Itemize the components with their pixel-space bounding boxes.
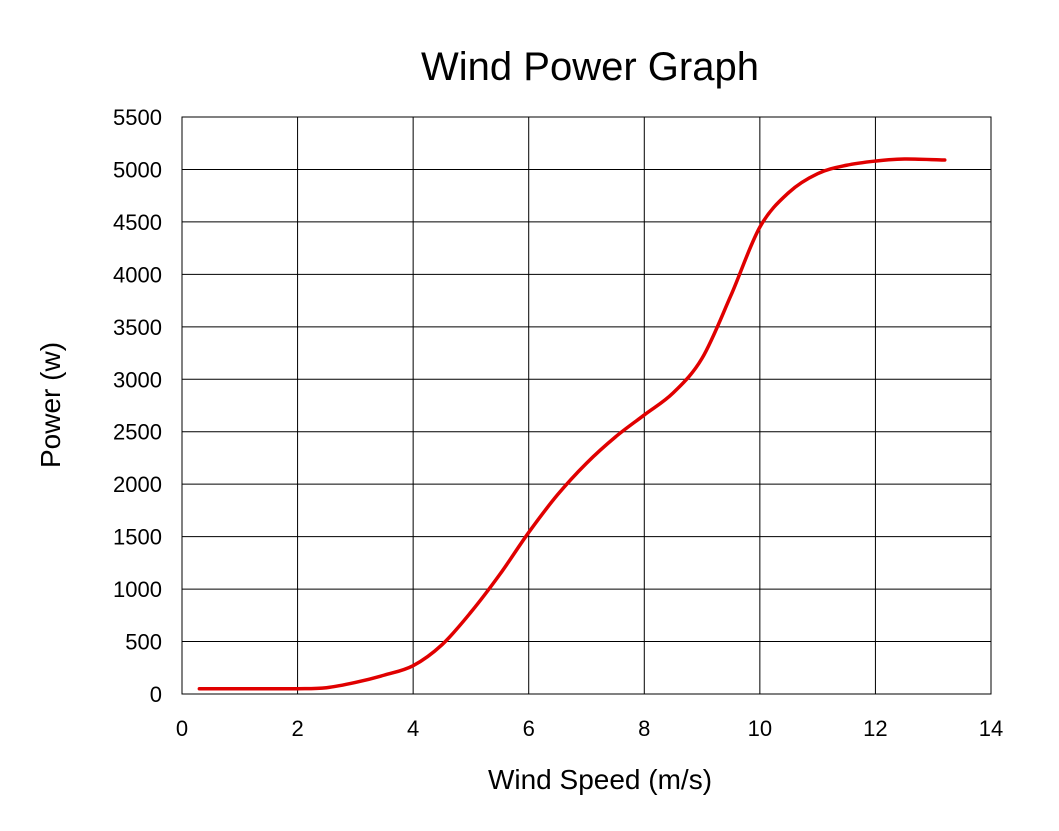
chart-title: Wind Power Graph — [421, 45, 759, 89]
y-tick-label: 4500 — [113, 210, 162, 235]
y-tick-label: 4000 — [113, 262, 162, 287]
y-axis-title: Power (w) — [35, 342, 66, 468]
x-tick-label: 12 — [863, 716, 887, 741]
y-tick-label: 2500 — [113, 420, 162, 445]
grid — [181, 116, 992, 695]
y-tick-label: 1000 — [113, 577, 162, 602]
x-axis-title: Wind Speed (m/s) — [488, 764, 712, 795]
x-tick-label: 2 — [291, 716, 303, 741]
y-axis-ticks: 0 500 1000 1500 2000 2500 3000 3500 4000 4500 5000… — [113, 105, 162, 707]
x-axis-ticks: 0 2 4 6 8 10 12 14 — [176, 716, 1003, 741]
y-tick-label: 5000 — [113, 157, 162, 182]
plot-frame — [181, 116, 992, 695]
y-tick-label: 3500 — [113, 315, 162, 340]
y-tick-label: 3000 — [113, 367, 162, 392]
y-tick-label: 5500 — [113, 105, 162, 130]
x-tick-label: 6 — [523, 716, 535, 741]
x-tick-label: 4 — [407, 716, 419, 741]
x-tick-label: 10 — [748, 716, 772, 741]
y-tick-label: 1500 — [113, 525, 162, 550]
y-tick-label: 2000 — [113, 472, 162, 497]
plot-border — [181, 116, 992, 695]
series-layer — [197, 157, 947, 691]
series-line — [197, 157, 947, 691]
x-tick-label: 8 — [638, 716, 650, 741]
x-tick-label: 0 — [176, 716, 188, 741]
x-tick-label: 14 — [979, 716, 1003, 741]
y-tick-label: 0 — [150, 682, 162, 707]
y-tick-label: 500 — [125, 630, 162, 655]
